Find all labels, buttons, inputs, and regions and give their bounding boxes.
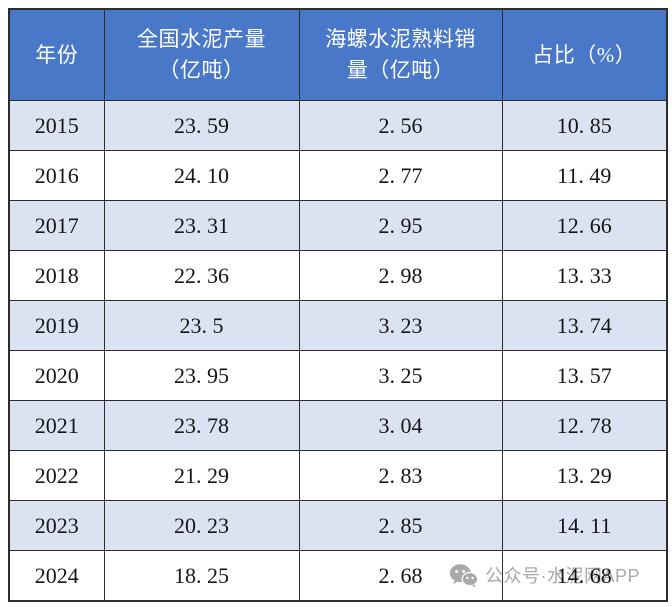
cell-year: 2017 (8, 200, 105, 251)
table-row-2024: 2024 18. 25 2. 68 14. 68 (8, 550, 668, 602)
cell-national-output: 21. 29 (103, 450, 300, 501)
table-row-2015: 2015 23. 59 2. 56 10. 85 (8, 100, 668, 151)
cell-share: 14. 68 (501, 550, 668, 602)
cell-national-output: 18. 25 (103, 550, 300, 602)
cell-year: 2020 (8, 350, 105, 401)
table-row-2019: 2019 23. 5 3. 23 13. 74 (8, 300, 668, 351)
cell-national-output: 23. 31 (103, 200, 300, 251)
cell-year: 2018 (8, 250, 105, 301)
cell-share: 13. 29 (501, 450, 668, 501)
cell-conch-sales: 2. 83 (298, 450, 503, 501)
cell-conch-sales: 3. 25 (298, 350, 503, 401)
table-row-2017: 2017 23. 31 2. 95 12. 66 (8, 200, 668, 251)
column-header-conch-clinker-sales: 海螺水泥熟料销 量（亿吨） (298, 8, 503, 101)
column-header-share-percent: 占比（%） (501, 8, 668, 101)
cell-share: 13. 33 (501, 250, 668, 301)
cell-share: 13. 57 (501, 350, 668, 401)
cell-national-output: 23. 95 (103, 350, 300, 401)
cell-conch-sales: 2. 56 (298, 100, 503, 151)
cell-national-output: 23. 59 (103, 100, 300, 151)
table-row-2020: 2020 23. 95 3. 25 13. 57 (8, 350, 668, 401)
cell-year: 2016 (8, 150, 105, 201)
cell-share: 10. 85 (501, 100, 668, 151)
cell-year: 2024 (8, 550, 105, 602)
cell-share: 13. 74 (501, 300, 668, 351)
cell-conch-sales: 2. 77 (298, 150, 503, 201)
cell-national-output: 23. 5 (103, 300, 300, 351)
cell-share: 12. 78 (501, 400, 668, 451)
cell-national-output: 23. 78 (103, 400, 300, 451)
cell-national-output: 20. 23 (103, 500, 300, 551)
table-header-row: 年份 全国水泥产量 （亿吨） 海螺水泥熟料销 量（亿吨） 占比（%） (8, 8, 668, 101)
column-header-year: 年份 (8, 8, 105, 101)
cell-year: 2019 (8, 300, 105, 351)
table-row-2022: 2022 21. 29 2. 83 13. 29 (8, 450, 668, 501)
table-row-2016: 2016 24. 10 2. 77 11. 49 (8, 150, 668, 201)
cell-share: 11. 49 (501, 150, 668, 201)
cell-conch-sales: 2. 85 (298, 500, 503, 551)
cell-conch-sales: 2. 98 (298, 250, 503, 301)
cell-conch-sales: 3. 04 (298, 400, 503, 451)
cell-year: 2015 (8, 100, 105, 151)
cell-conch-sales: 3. 23 (298, 300, 503, 351)
cell-year: 2021 (8, 400, 105, 451)
cell-share: 14. 11 (501, 500, 668, 551)
column-header-national-output: 全国水泥产量 （亿吨） (103, 8, 300, 101)
table-row-2021: 2021 23. 78 3. 04 12. 78 (8, 400, 668, 451)
cell-national-output: 22. 36 (103, 250, 300, 301)
cell-year: 2023 (8, 500, 105, 551)
cement-data-table: 年份 全国水泥产量 （亿吨） 海螺水泥熟料销 量（亿吨） 占比（%） 2015 … (8, 8, 668, 602)
cell-conch-sales: 2. 95 (298, 200, 503, 251)
cell-conch-sales: 2. 68 (298, 550, 503, 602)
table-row-2018: 2018 22. 36 2. 98 13. 33 (8, 250, 668, 301)
table-row-2023: 2023 20. 23 2. 85 14. 11 (8, 500, 668, 551)
cell-national-output: 24. 10 (103, 150, 300, 201)
cell-share: 12. 66 (501, 200, 668, 251)
cell-year: 2022 (8, 450, 105, 501)
